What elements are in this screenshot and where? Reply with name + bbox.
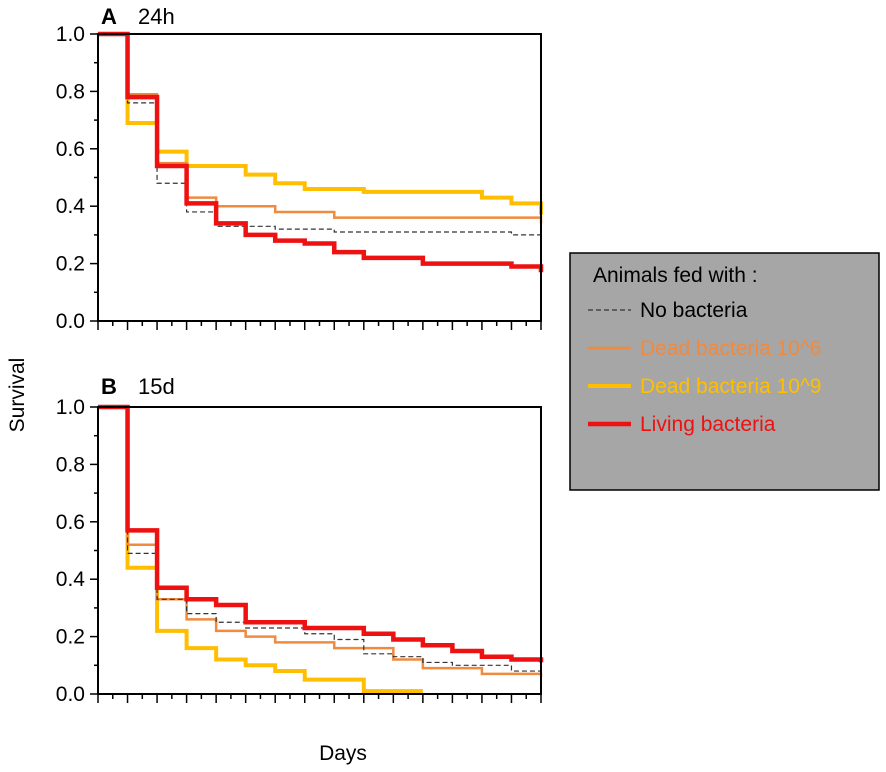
series-living-line-b <box>98 404 544 663</box>
y-tick-label: 0.8 <box>56 453 85 476</box>
legend-entries: No bacteria Dead bacteria 10^6 Dead bacter… <box>588 299 821 436</box>
series-no-bacteria-line-b <box>98 406 542 677</box>
legend-label-no-bacteria: No bacteria <box>640 299 748 322</box>
panel-b-series <box>98 404 544 694</box>
y-tick-label: 0.2 <box>56 626 85 649</box>
panel-b: B 15d 0.0 0.2 0.4 0.6 0.8 1.0 <box>56 374 544 706</box>
panel-a-letter: A <box>101 4 117 29</box>
legend: Animals fed with : No bacteria Dead bacte… <box>569 252 880 491</box>
panel-a-axes: 0.0 0.2 0.4 0.6 0.8 1.0 <box>56 23 542 333</box>
legend-label-dead-1e6: Dead bacteria 10^6 <box>640 337 821 360</box>
y-axis-title: Survival <box>6 358 29 433</box>
panel-a-title: 24h <box>138 4 175 29</box>
series-no-bacteria-line-a <box>98 33 542 238</box>
series-living-line-a <box>98 31 544 273</box>
series-dead-1e6-line-a <box>98 32 543 224</box>
legend-label-dead-1e9: Dead bacteria 10^9 <box>640 375 821 398</box>
panel-a-series <box>98 31 544 273</box>
y-tick-label: 0.4 <box>56 568 86 591</box>
y-tick-label: 0.6 <box>56 138 85 161</box>
legend-title: Animals fed with : <box>593 264 758 287</box>
y-tick-label: 0.8 <box>56 80 85 103</box>
y-tick-label: 1.0 <box>56 23 85 46</box>
panel-b-title: 15d <box>138 374 175 399</box>
panel-a: A 24h 0.0 0.2 0.4 0.6 0.8 1.0 <box>56 4 544 333</box>
y-tick-label: 0.0 <box>56 310 85 333</box>
y-tick-label: 0.6 <box>56 511 85 534</box>
panel-b-axes: 0.0 0.2 0.4 0.6 0.8 1.0 <box>56 396 542 706</box>
x-axis-title: Days <box>319 742 367 765</box>
y-tick-label: 0.0 <box>56 683 85 706</box>
panel-b-letter: B <box>101 374 117 399</box>
series-dead-1e9-line-a <box>98 32 543 215</box>
y-tick-label: 1.0 <box>56 396 85 419</box>
plot-frame-a <box>97 33 542 322</box>
legend-box <box>569 252 880 491</box>
legend-label-living: Living bacteria <box>640 413 776 436</box>
series-dead-1e6-line-b <box>98 405 543 677</box>
y-tick-label: 0.4 <box>56 195 86 218</box>
y-tick-label: 0.2 <box>56 253 85 276</box>
